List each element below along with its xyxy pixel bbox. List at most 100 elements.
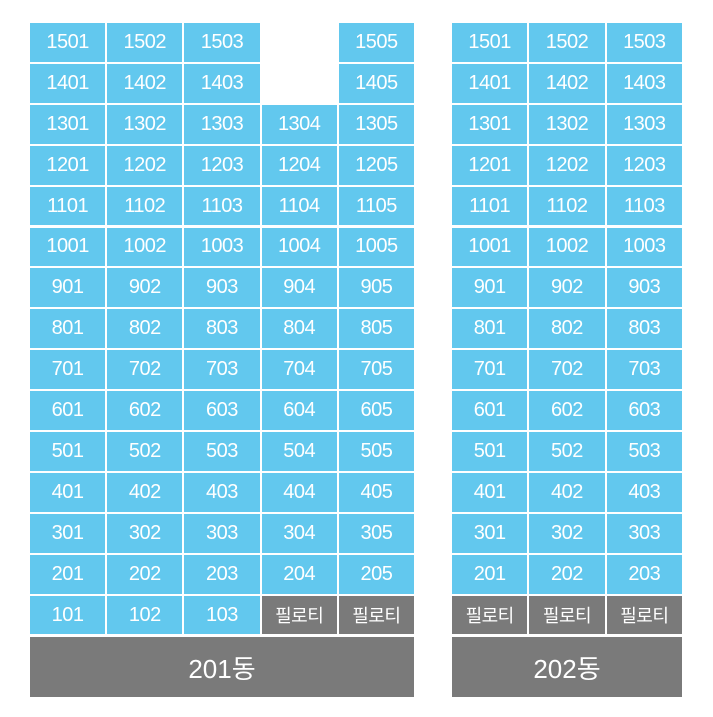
- unit-cell: 1003: [606, 227, 682, 267]
- building-name: 201동: [30, 637, 414, 697]
- unit-cell: 805: [338, 309, 414, 349]
- unit-cell: 803: [606, 309, 682, 349]
- unit-cell: 1004: [261, 227, 337, 267]
- unit-cell: 1503: [184, 23, 260, 62]
- building-name: 202동: [452, 637, 682, 697]
- unit-cell: 903: [606, 268, 682, 308]
- unit-cell: 703: [184, 350, 260, 390]
- unit-cell: 1503: [606, 23, 682, 62]
- unit-cell: 1202: [529, 145, 605, 185]
- unit-cell: 1105: [338, 186, 414, 226]
- unit-cell: 1405: [338, 63, 414, 103]
- unit-cell: 1102: [107, 186, 183, 226]
- unit-cell: 1203: [606, 145, 682, 185]
- piloti-cell: 필로티: [452, 595, 528, 635]
- unit-cell: 502: [107, 432, 183, 471]
- unit-cell: 802: [107, 309, 183, 349]
- unit-cell: 604: [261, 391, 337, 430]
- unit-cell: 1403: [184, 63, 260, 103]
- unit-cell: 501: [30, 432, 106, 471]
- unit-cell: 801: [452, 309, 528, 349]
- unit-cell: 1402: [529, 63, 605, 103]
- piloti-cell: 필로티: [606, 595, 682, 635]
- unit-cell: 702: [107, 350, 183, 390]
- unit-cell: 901: [452, 268, 528, 308]
- unit-cell: 403: [184, 472, 260, 512]
- unit-cell: 304: [261, 513, 337, 553]
- unit-cell: 603: [606, 391, 682, 430]
- unit-cell: 1101: [452, 186, 528, 226]
- unit-cell: 701: [452, 350, 528, 390]
- unit-cell: 1303: [606, 104, 682, 144]
- unit-cell: 802: [529, 309, 605, 349]
- unit-cell: 204: [261, 554, 337, 594]
- unit-cell: 1204: [261, 145, 337, 185]
- unit-cell: 503: [606, 432, 682, 471]
- unit-cell: 503: [184, 432, 260, 471]
- unit-cell: 502: [529, 432, 605, 471]
- unit-cell: 1302: [107, 104, 183, 144]
- unit-cell: 103: [184, 595, 260, 635]
- unit-cell: 402: [529, 472, 605, 512]
- unit-cell: 1401: [452, 63, 528, 103]
- unit-cell: 601: [452, 391, 528, 430]
- unit-cell: 1501: [30, 23, 106, 62]
- unit-cell: 904: [261, 268, 337, 308]
- unit-cell: 101: [30, 595, 106, 635]
- unit-cell: 202: [529, 554, 605, 594]
- unit-cell: 1001: [30, 227, 106, 267]
- unit-cell: 401: [30, 472, 106, 512]
- unit-cell: 1501: [452, 23, 528, 62]
- unit-cell: 605: [338, 391, 414, 430]
- unit-cell: 1103: [606, 186, 682, 226]
- unit-cell: 202: [107, 554, 183, 594]
- unit-cell: 602: [529, 391, 605, 430]
- unit-cell: 302: [529, 513, 605, 553]
- unit-cell: 903: [184, 268, 260, 308]
- unit-cell: 1305: [338, 104, 414, 144]
- unit-cell: 1203: [184, 145, 260, 185]
- unit-cell: 703: [606, 350, 682, 390]
- unit-cell: 402: [107, 472, 183, 512]
- unit-cell: 803: [184, 309, 260, 349]
- unit-cell: 1302: [529, 104, 605, 144]
- unit-cell: 1003: [184, 227, 260, 267]
- unit-cell: 902: [529, 268, 605, 308]
- unit-cell: 405: [338, 472, 414, 512]
- unit-cell: 1101: [30, 186, 106, 226]
- unit-cell: 1505: [338, 23, 414, 62]
- unit-cell: 901: [30, 268, 106, 308]
- unit-cell: 1304: [261, 104, 337, 144]
- unit-cell: 1102: [529, 186, 605, 226]
- unit-cell: 801: [30, 309, 106, 349]
- unit-cell: 102: [107, 595, 183, 635]
- unit-cell: 902: [107, 268, 183, 308]
- unit-cell: 303: [184, 513, 260, 553]
- unit-cell: 505: [338, 432, 414, 471]
- unit-cell: 804: [261, 309, 337, 349]
- unit-cell: 403: [606, 472, 682, 512]
- unit-cell: 404: [261, 472, 337, 512]
- unit-cell: 1001: [452, 227, 528, 267]
- unit-cell: 1201: [30, 145, 106, 185]
- unit-cell: 201: [30, 554, 106, 594]
- unit-cell: 601: [30, 391, 106, 430]
- unit-cell: 905: [338, 268, 414, 308]
- unit-cell: 504: [261, 432, 337, 471]
- unit-cell: 1103: [184, 186, 260, 226]
- unit-cell: 1201: [452, 145, 528, 185]
- unit-cell: 705: [338, 350, 414, 390]
- unit-cell: 501: [452, 432, 528, 471]
- unit-cell: 205: [338, 554, 414, 594]
- unit-cell: 303: [606, 513, 682, 553]
- piloti-cell: 필로티: [529, 595, 605, 635]
- unit-cell: 201: [452, 554, 528, 594]
- unit-cell: 1002: [107, 227, 183, 267]
- unit-cell: 1303: [184, 104, 260, 144]
- unit-cell: 1502: [529, 23, 605, 62]
- unit-cell: 602: [107, 391, 183, 430]
- unit-cell: 1502: [107, 23, 183, 62]
- unit-cell: 203: [606, 554, 682, 594]
- unit-cell: 302: [107, 513, 183, 553]
- unit-cell: 1205: [338, 145, 414, 185]
